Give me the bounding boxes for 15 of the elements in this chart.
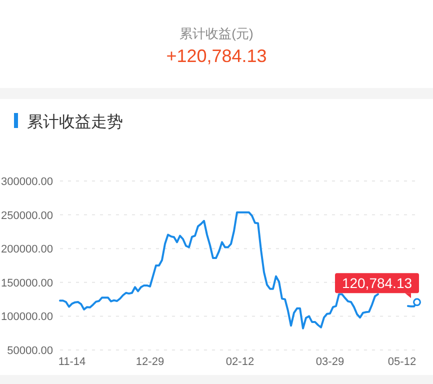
x-tick-label: 03-29 [316,356,344,368]
y-tick-label: 100000.00 [1,311,53,324]
y-tick-label: 300000.00 [1,176,53,188]
x-tick-label: 02-12 [226,356,254,368]
y-tick-label: 150000.00 [1,277,53,290]
y-tick-label: 200000.00 [1,244,53,256]
y-tick-label: 250000.00 [1,210,53,222]
text: 累计收益(元) [180,26,254,41]
x-tick-label: 11-14 [58,356,86,368]
x-tick-label: 05-12 [388,356,416,368]
data-label: 120,784.13 [342,275,412,292]
x-tick-label: 12-29 [136,356,164,368]
y-tick-label: 50000.00 [7,345,53,357]
chart-title: 累计收益走势 [27,113,123,131]
text: +120,784.13 [166,46,267,66]
